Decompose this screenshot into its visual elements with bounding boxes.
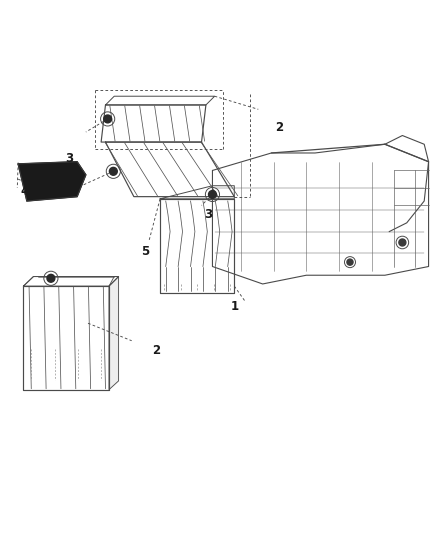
Polygon shape	[18, 161, 86, 201]
Circle shape	[110, 167, 117, 175]
Text: 1: 1	[230, 300, 238, 313]
Text: 3: 3	[204, 208, 212, 222]
Text: 2: 2	[275, 121, 283, 134]
Text: 3: 3	[60, 187, 68, 200]
Text: 3: 3	[66, 152, 74, 165]
Text: 2: 2	[152, 344, 160, 357]
Circle shape	[47, 274, 55, 282]
Circle shape	[208, 190, 216, 198]
Text: 5: 5	[141, 245, 149, 258]
Polygon shape	[109, 277, 119, 390]
Circle shape	[104, 115, 112, 123]
Circle shape	[347, 259, 353, 265]
Text: 4: 4	[21, 185, 29, 198]
Circle shape	[399, 239, 406, 246]
